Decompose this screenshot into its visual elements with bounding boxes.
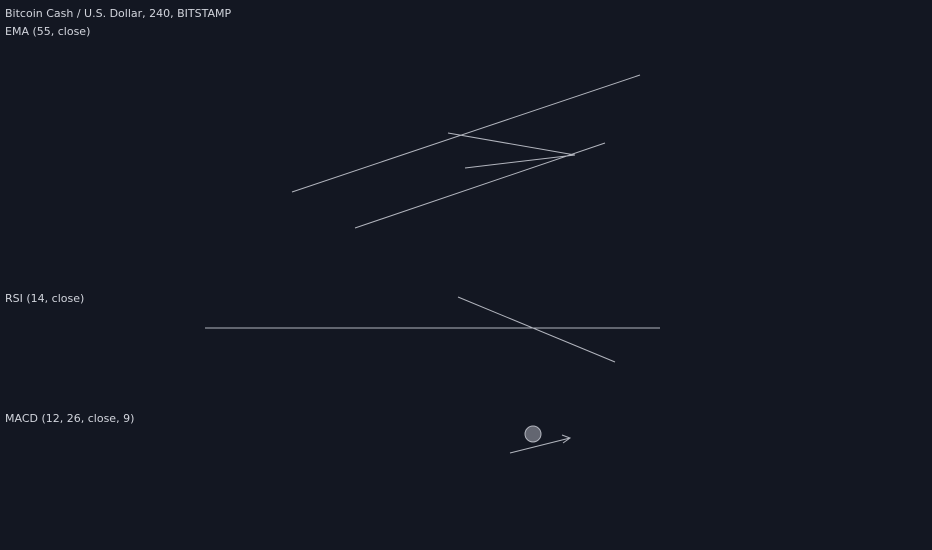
trend-line bbox=[464, 154, 576, 169]
drawings bbox=[205, 74, 660, 454]
rsi-trend-line bbox=[457, 296, 616, 363]
legend-entry: EMA (55, close) bbox=[5, 25, 90, 38]
macd-arrow bbox=[509, 437, 571, 454]
trend-line bbox=[447, 132, 576, 156]
macd-arrow-head bbox=[561, 434, 572, 444]
trend-line bbox=[291, 74, 641, 193]
indicator-title: MACD (12, 26, close, 9) bbox=[5, 412, 134, 425]
trend-line bbox=[354, 142, 606, 229]
legend-entry: RSI (14, close) bbox=[5, 292, 84, 305]
macd-marker bbox=[524, 425, 542, 443]
chart-title: Bitcoin Cash / U.S. Dollar, 240, BITSTAM… bbox=[5, 7, 231, 20]
